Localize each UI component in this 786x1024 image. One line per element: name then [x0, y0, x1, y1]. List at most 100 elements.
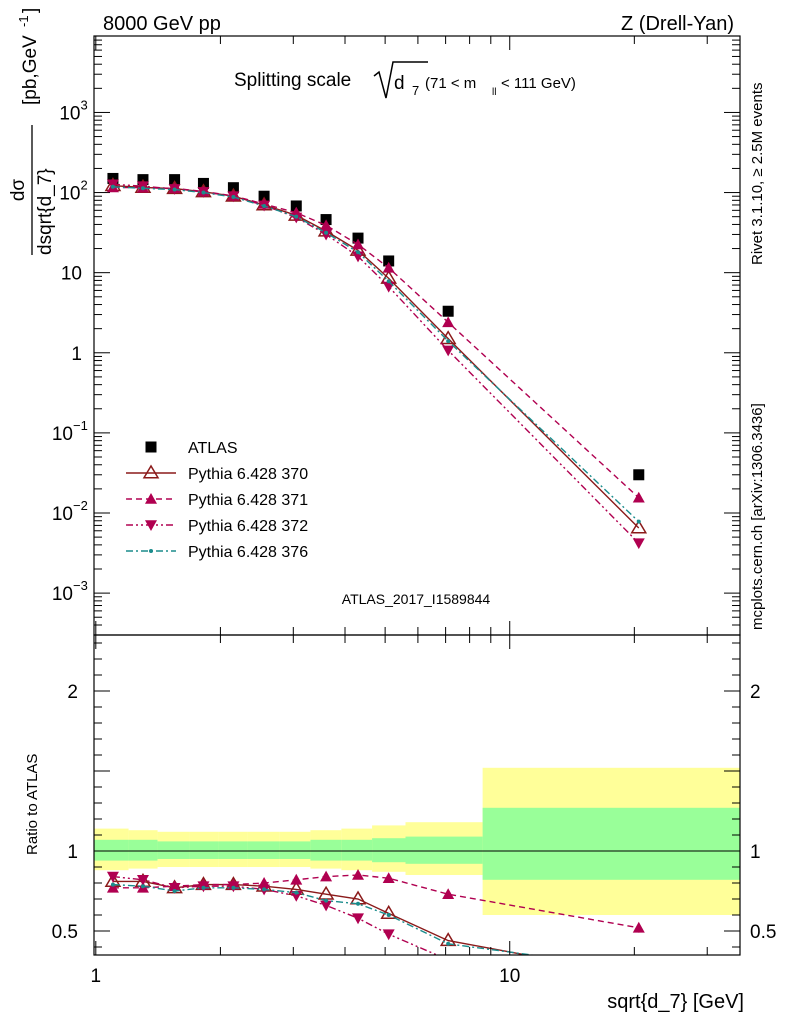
data-point: [201, 190, 206, 195]
ratio-y-tick-label-right: 0.5: [750, 922, 776, 943]
data-point: [169, 174, 181, 186]
data-point: [383, 255, 395, 267]
ratio-point: [262, 887, 267, 892]
ratio-frame: [93, 634, 741, 956]
ratio-point: [106, 871, 119, 883]
ratio-line: [112, 875, 439, 955]
series-line: [112, 183, 640, 544]
y-tick-base: 1: [71, 344, 82, 365]
title-range-sub: ll: [492, 87, 496, 98]
data-point: [352, 232, 364, 244]
main-ylabel: dσ dsqrt{d_7} [pb,GeV -1 ]: [8, 8, 56, 255]
ratio-axis-ticks: [94, 635, 740, 955]
y-tick-label: 10 2: [59, 178, 87, 205]
ratio-point: [140, 884, 145, 889]
y-tick-exp: −3: [73, 578, 88, 593]
data-point: [172, 187, 177, 192]
ratio-point: [386, 913, 391, 917]
legend-label: Pythia 6.428 371: [188, 492, 308, 509]
series-pythia-6-428-376: [110, 184, 641, 524]
ratio-panel: 0.5 0.5 1 1 2 2 1 10: [52, 634, 776, 987]
legend-label: Pythia 6.428 376: [188, 544, 308, 561]
legend-marker: [145, 493, 157, 504]
y-tick-base: 10: [61, 264, 82, 285]
data-point: [630, 519, 648, 534]
legend-entry: Pythia 6.428 371: [126, 492, 308, 509]
rivet-label: Rivet 3.1.10, ≥ 2.5M events: [749, 83, 766, 266]
data-point: [446, 339, 451, 344]
data-point: [632, 538, 645, 550]
y-tick-base: 10: [59, 184, 80, 205]
data-point: [110, 184, 115, 189]
uncertainty-band-green: [157, 841, 190, 859]
ratio-point: [446, 941, 451, 946]
data-point: [231, 195, 236, 200]
ratio-point: [632, 921, 645, 933]
data-point: [290, 200, 302, 212]
header-right: Z (Drell-Yan): [621, 13, 734, 35]
ratio-series-pythia-6-428-376: [110, 882, 537, 955]
uncertainty-band-green: [247, 841, 280, 859]
title-sqrt: d: [394, 73, 405, 94]
main-series: [104, 172, 648, 550]
ratio-content: [94, 767, 740, 981]
series-atlas: [107, 172, 645, 481]
ratio-point: [290, 891, 303, 902]
y-tick-exp: 2: [81, 178, 88, 193]
watermark: ATLAS_2017_I1589844: [342, 591, 491, 607]
ratio-point: [382, 929, 395, 941]
x-tick-label: 1: [91, 966, 102, 987]
uncertainty-band-green: [372, 838, 406, 863]
legend-label: Pythia 6.428 372: [188, 518, 308, 535]
y-tick-label: 10: [61, 264, 82, 285]
ratio-point: [168, 883, 181, 894]
uncertainty-band-green: [189, 841, 219, 859]
series-line: [112, 186, 640, 523]
ratio-y-tick-label: 2: [67, 682, 78, 703]
ratio-y-tick-label: 1: [67, 842, 78, 863]
legend-entry: Pythia 6.428 370: [126, 464, 308, 483]
ratio-point: [324, 898, 329, 903]
x-tick-label: 10: [499, 966, 520, 987]
ratio-point: [356, 901, 361, 906]
y-tick-label: 10 3: [59, 97, 87, 124]
uncertainty-band-green: [279, 841, 311, 859]
ratio-point: [442, 955, 454, 966]
ratio-point: [632, 969, 646, 981]
data-point: [442, 305, 454, 317]
y-tick-label: 1: [71, 344, 82, 365]
data-point: [258, 190, 270, 202]
x-axis-label: sqrt{d_7} [GeV]: [607, 991, 744, 1013]
ratio-point: [106, 881, 119, 893]
data-point: [140, 186, 145, 191]
main-title: Splitting scale d 7 (71 < m ll < 111 GeV…: [234, 61, 576, 99]
y-tick-exp: −2: [73, 498, 88, 513]
data-point: [442, 316, 455, 328]
data-point: [356, 250, 361, 255]
ylabel-close: ]: [20, 8, 41, 13]
ylabel-num: dσ: [8, 179, 29, 202]
y-tick-label: 10 −1: [52, 418, 88, 445]
uncertainty-band-green: [218, 841, 248, 859]
ratio-line: [112, 883, 537, 955]
header-left: 8000 GeV pp: [103, 13, 221, 35]
uncertainty-band-green: [310, 839, 342, 861]
ratio-y-tick-label-right: 1: [750, 842, 761, 863]
data-point: [352, 238, 365, 250]
data-point: [382, 261, 395, 273]
data-point: [382, 281, 395, 293]
ratio-point: [320, 900, 333, 912]
ratio-point: [110, 882, 115, 887]
y-tick-base: 10: [52, 504, 73, 525]
ratio-ylabel: Ratio to ATLAS: [24, 754, 41, 855]
ratio-point: [380, 904, 398, 919]
ratio-point: [231, 885, 236, 890]
data-point: [294, 214, 299, 219]
ratio-point: [294, 890, 299, 895]
data-point: [442, 345, 455, 357]
legend-marker: [142, 464, 160, 479]
data-point: [386, 279, 391, 284]
y-tick-base: 10: [52, 584, 73, 605]
ylabel-units: [pb,GeV: [20, 35, 41, 105]
